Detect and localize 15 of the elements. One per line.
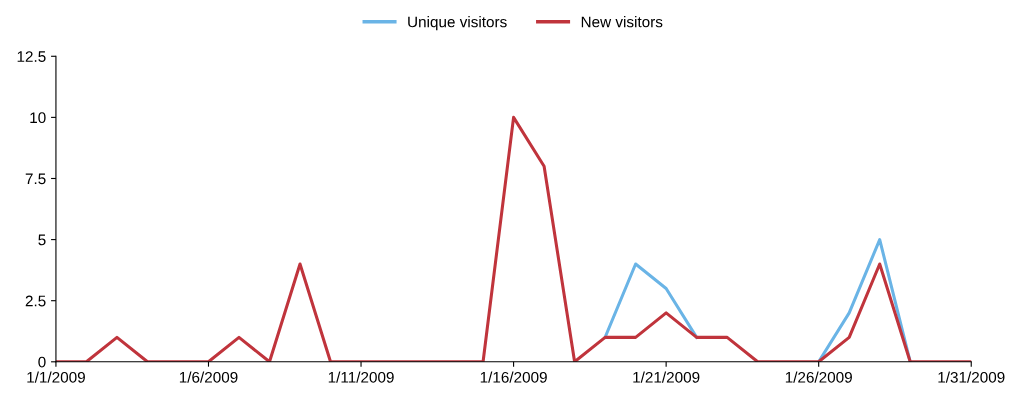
x-tick-label: 1/6/2009 [179,371,238,383]
x-tick-label: 1/16/2009 [480,371,547,383]
x-tick-label: 1/31/2009 [938,371,1005,383]
x-tick-label: 1/26/2009 [785,371,852,383]
y-tick-label: 5 [38,234,46,246]
y-tick-label: 7.5 [25,173,46,185]
legend-label: Unique visitors [408,16,507,31]
y-tick-label: 2.5 [25,295,46,307]
y-tick-label: 0 [38,356,46,368]
x-tick-label: 1/21/2009 [633,371,700,383]
y-tick-label: 10 [30,112,46,124]
x-tick-label: 1/1/2009 [27,371,85,383]
legend-label: New visitors [581,16,663,28]
y-tick-label: 12.5 [17,51,46,62]
x-tick-label: 1/11/2009 [328,371,394,383]
